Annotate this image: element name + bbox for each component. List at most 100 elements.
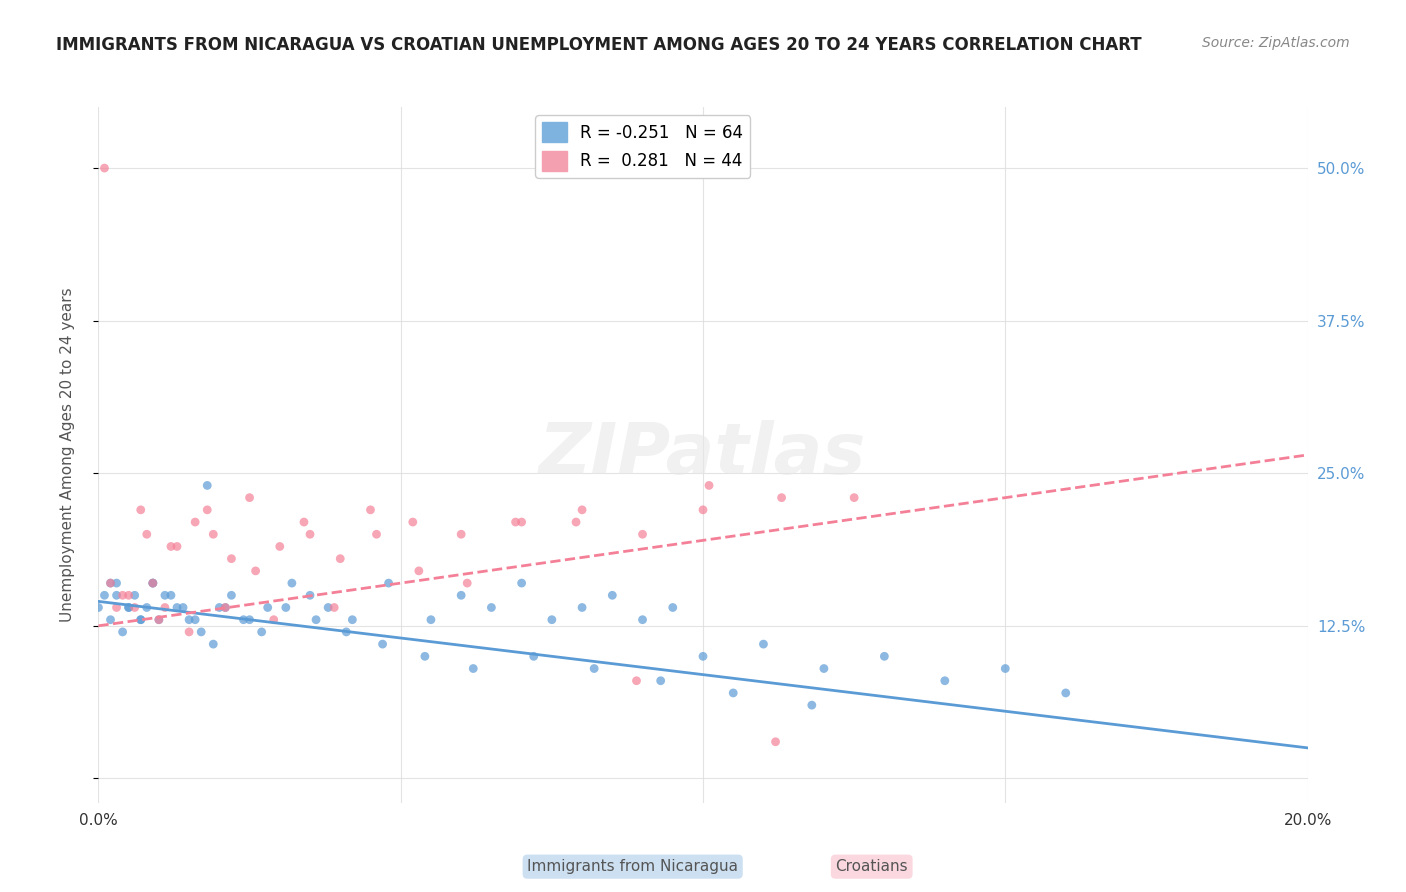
Point [166, 600, 188, 615]
Point [160, 588, 183, 602]
Point [179, 624, 201, 639]
Point [184, 613, 207, 627]
Point [413, 649, 436, 664]
Point [510, 515, 533, 529]
Point [135, 600, 157, 615]
Point [274, 600, 297, 615]
Point [93, 161, 115, 175]
Point [202, 527, 225, 541]
Point [184, 515, 207, 529]
Point [124, 588, 146, 602]
Point [565, 515, 588, 529]
Point [299, 527, 322, 541]
Point [148, 613, 170, 627]
Point [263, 613, 285, 627]
Point [650, 673, 672, 688]
Point [166, 540, 188, 554]
Point [752, 637, 775, 651]
Point [523, 649, 546, 664]
Point [208, 600, 231, 615]
Point [692, 503, 714, 517]
Point [813, 661, 835, 675]
Text: Immigrants from Nicaragua: Immigrants from Nicaragua [527, 859, 738, 874]
Point [450, 588, 472, 602]
Point [873, 649, 896, 664]
Point [195, 503, 218, 517]
Point [723, 686, 745, 700]
Point [329, 551, 352, 566]
Point [323, 600, 346, 615]
Point [100, 613, 122, 627]
Point [153, 588, 176, 602]
Point [800, 698, 823, 713]
Point [571, 600, 593, 615]
Point [239, 491, 262, 505]
Point [292, 515, 315, 529]
Point [408, 564, 430, 578]
Point [93, 588, 115, 602]
Point [179, 613, 201, 627]
Point [129, 613, 152, 627]
Y-axis label: Unemployment Among Ages 20 to 24 years: Unemployment Among Ages 20 to 24 years [60, 287, 75, 623]
Point [583, 661, 606, 675]
Point [1054, 686, 1077, 700]
Point [770, 491, 793, 505]
Point [316, 600, 339, 615]
Point [420, 613, 443, 627]
Point [221, 588, 243, 602]
Point [118, 600, 141, 615]
Point [662, 600, 685, 615]
Point [456, 576, 478, 591]
Point [129, 503, 152, 517]
Point [111, 624, 134, 639]
Point [202, 637, 225, 651]
Point [214, 600, 236, 615]
Point [105, 576, 128, 591]
Text: ZIPatlas: ZIPatlas [540, 420, 866, 490]
Point [105, 600, 128, 615]
Point [481, 600, 503, 615]
Point [87, 600, 110, 615]
Point [402, 515, 425, 529]
Point [697, 478, 720, 492]
Point [305, 613, 328, 627]
Point [360, 503, 382, 517]
Point [245, 564, 267, 578]
Point [571, 503, 593, 517]
Point [100, 576, 122, 591]
Point [281, 576, 304, 591]
Point [142, 576, 165, 591]
Point [342, 613, 364, 627]
Point [195, 478, 218, 492]
Point [118, 600, 141, 615]
Point [135, 527, 157, 541]
Point [299, 588, 322, 602]
Point [148, 613, 170, 627]
Point [100, 576, 122, 591]
Point [124, 600, 146, 615]
Point [111, 588, 134, 602]
Point [256, 600, 278, 615]
Point [934, 673, 956, 688]
Point [463, 661, 485, 675]
Text: Croatians: Croatians [835, 859, 908, 874]
Point [377, 576, 399, 591]
Point [118, 588, 141, 602]
Point [335, 624, 357, 639]
Point [142, 576, 165, 591]
Point [450, 527, 472, 541]
Point [153, 600, 176, 615]
Point [844, 491, 866, 505]
Point [214, 600, 236, 615]
Point [505, 515, 527, 529]
Point [765, 735, 787, 749]
Point [269, 540, 291, 554]
Point [239, 613, 262, 627]
Point [371, 637, 394, 651]
Point [172, 600, 194, 615]
Point [602, 588, 624, 602]
Point [510, 576, 533, 591]
Point [142, 576, 165, 591]
Point [692, 649, 714, 664]
Point [631, 527, 654, 541]
